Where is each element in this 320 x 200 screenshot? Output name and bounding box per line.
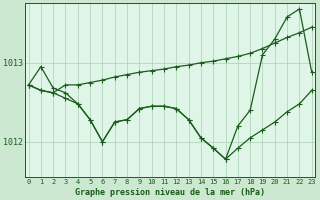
X-axis label: Graphe pression niveau de la mer (hPa): Graphe pression niveau de la mer (hPa) — [75, 188, 265, 197]
